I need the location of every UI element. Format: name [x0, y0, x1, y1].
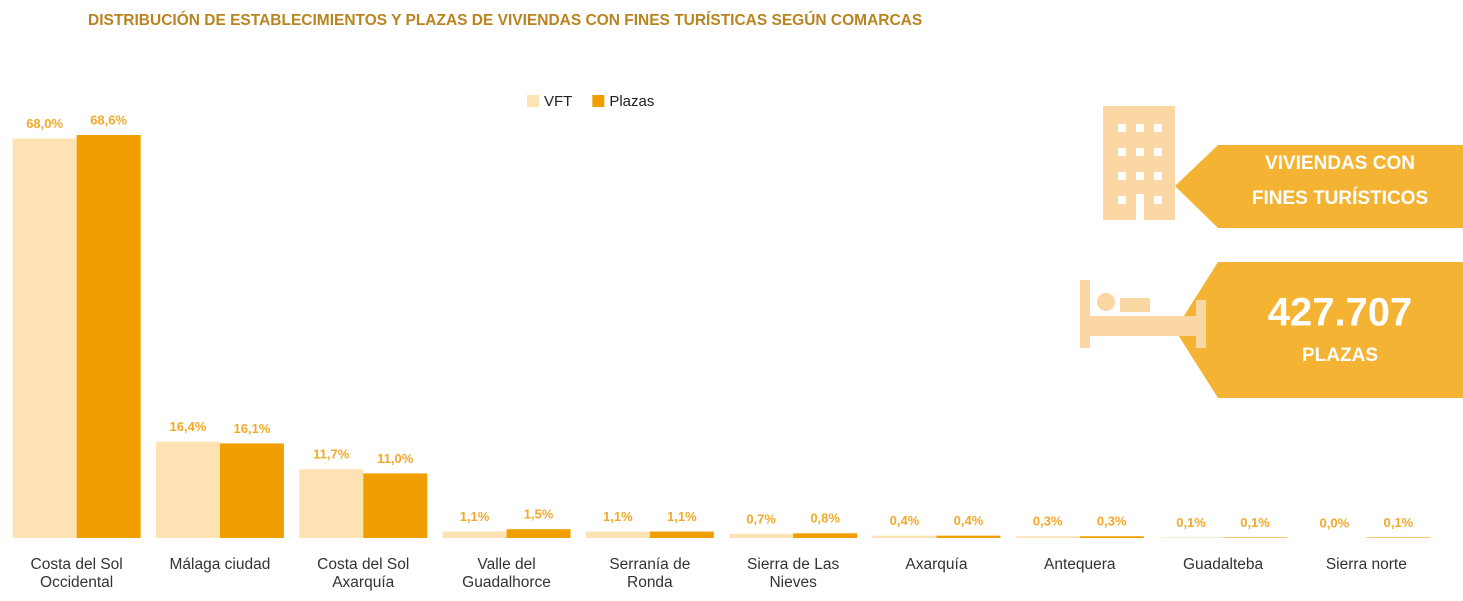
data-label: 11,7% — [313, 447, 350, 462]
x-tick-label: Axarquía — [905, 556, 968, 573]
x-tick-label: Serranía de Ronda — [609, 556, 691, 591]
bar — [1079, 536, 1144, 538]
bar — [12, 138, 77, 538]
data-label: 1,1% — [460, 509, 490, 524]
info-label: VIVIENDAS CON — [1265, 153, 1415, 174]
info-box — [1175, 145, 1463, 228]
data-label: 0,4% — [890, 513, 920, 528]
legend-swatch — [527, 95, 539, 107]
bar — [793, 533, 858, 538]
data-label: 0,4% — [954, 513, 984, 528]
x-tick-label: Costa del Sol Occidental — [30, 556, 123, 591]
x-tick-label: Antequera — [1043, 556, 1116, 573]
bar — [1223, 537, 1288, 538]
bed-icon — [1080, 280, 1206, 348]
x-tick-label: Guadalteba — [1182, 556, 1264, 573]
x-tick-label: Málaga ciudad — [169, 556, 271, 573]
x-tick-label: Sierra de Las Nieves — [747, 556, 840, 591]
data-label: 11,0% — [377, 451, 414, 466]
info-label: PLAZAS — [1302, 345, 1378, 366]
data-label: 0,3% — [1033, 514, 1063, 529]
data-label: 0,8% — [810, 511, 840, 526]
bar — [76, 135, 141, 538]
info-box — [1175, 262, 1463, 398]
data-label: 68,0% — [26, 116, 63, 131]
data-label: 0,1% — [1240, 515, 1270, 530]
data-label: 0,3% — [1097, 514, 1127, 529]
legend-label: Plazas — [609, 93, 654, 110]
bar — [155, 441, 220, 538]
chart-title: DISTRIBUCIÓN DE ESTABLECIMIENTOS Y PLAZA… — [88, 11, 922, 29]
building-icon — [1103, 106, 1175, 220]
info-number: 427.707 — [1268, 291, 1413, 335]
info-label: FINES TURÍSTICOS — [1252, 187, 1428, 209]
x-tick-label: Costa del Sol Axarquía — [317, 556, 410, 591]
bar — [442, 531, 507, 538]
data-label: 0,0% — [1320, 515, 1350, 530]
x-tick-label: Valle del Guadalhorce — [462, 556, 551, 591]
data-label: 16,4% — [170, 419, 207, 434]
bar — [1159, 537, 1224, 538]
data-label: 1,1% — [603, 509, 633, 524]
bar — [585, 531, 650, 538]
x-tick-label: Sierra norte — [1325, 556, 1407, 573]
bar — [1015, 536, 1080, 538]
bar — [936, 535, 1001, 538]
bar — [219, 443, 284, 538]
data-label: 0,7% — [746, 511, 776, 526]
data-label: 0,1% — [1384, 515, 1414, 530]
legend-swatch — [592, 95, 605, 107]
info-number: 80.703 — [1279, 104, 1401, 148]
bar — [729, 533, 794, 538]
data-label: 68,6% — [90, 112, 127, 127]
bar — [649, 531, 714, 538]
data-label: 1,5% — [524, 507, 554, 522]
data-label: 0,1% — [1176, 515, 1206, 530]
bar — [1366, 537, 1431, 538]
bar — [299, 469, 364, 538]
data-label: 16,1% — [234, 421, 271, 436]
legend-label: VFT — [544, 93, 572, 110]
bar — [363, 473, 428, 538]
bar — [506, 529, 571, 538]
bar — [872, 535, 937, 538]
data-label: 1,1% — [667, 509, 697, 524]
